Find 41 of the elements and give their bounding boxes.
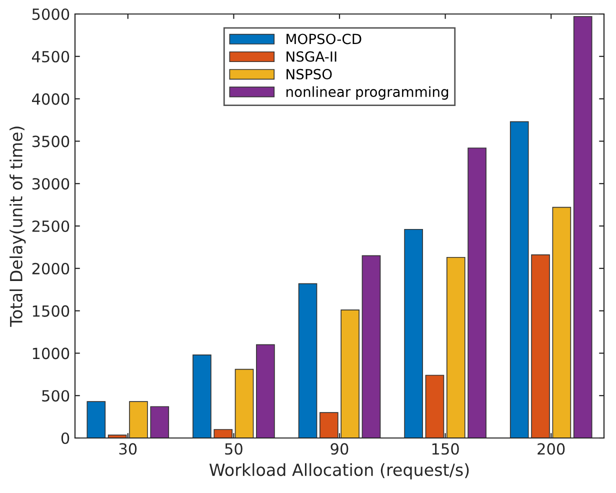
- bar: [510, 121, 529, 438]
- bar: [234, 368, 254, 438]
- bar: [573, 16, 592, 438]
- bar: [86, 401, 106, 438]
- bar: [192, 354, 212, 438]
- y-tick-label: 3500: [32, 136, 70, 148]
- y-tick-label: 4500: [32, 50, 70, 62]
- bar: [129, 401, 148, 438]
- y-tick-label: 500: [42, 390, 70, 402]
- bar: [214, 429, 233, 438]
- bar: [446, 256, 466, 438]
- bar: [150, 406, 170, 438]
- legend-label: MOPSO-CD: [286, 34, 362, 44]
- x-tick-label: 50: [225, 443, 242, 455]
- y-tick-label: 2000: [32, 262, 70, 274]
- bar: [256, 344, 275, 438]
- bar: [404, 228, 423, 438]
- legend-label: nonlinear programming: [286, 86, 448, 100]
- y-tick-label: 4000: [32, 93, 70, 105]
- legend-label: NSPSO: [286, 68, 332, 80]
- bar: [531, 254, 550, 438]
- y-tick-label: 1500: [32, 305, 70, 317]
- bar: [298, 283, 318, 438]
- y-axis-title: Total Delay(unit of time): [10, 126, 26, 327]
- y-tick-label: 2500: [32, 220, 70, 232]
- y-tick-label: 0: [61, 432, 70, 444]
- bar: [552, 206, 572, 438]
- bar: [320, 412, 338, 438]
- legend-label: NSGA-II: [286, 51, 336, 62]
- y-tick-label: 5000: [32, 8, 70, 20]
- bar: [340, 310, 360, 438]
- x-tick-label: 200: [538, 443, 565, 455]
- x-tick-label: 150: [432, 443, 459, 455]
- bar: [425, 374, 444, 438]
- x-tick-label: 90: [330, 443, 348, 455]
- x-axis-title: Workload Allocation (request/s): [209, 463, 469, 480]
- x-tick-label: 30: [119, 443, 137, 455]
- bar: [468, 148, 486, 438]
- y-tick-label: 3000: [32, 178, 70, 190]
- bar: [362, 255, 381, 438]
- y-tick-label: 1000: [32, 348, 70, 360]
